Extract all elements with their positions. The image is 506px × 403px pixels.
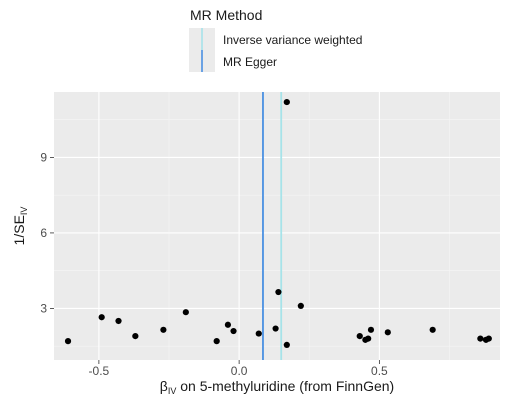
data-point [283,341,290,349]
data-point [297,302,304,309]
data-point [367,326,375,333]
data-point [384,329,391,336]
data-point [230,327,237,335]
data-point [132,332,139,340]
y-axis-label: 1/SEIV [11,207,29,246]
data-point [477,335,484,342]
grid-minor [54,92,500,360]
x-axis-label-beta: β [160,378,168,394]
y-tick-label: 6 [40,226,47,240]
grid-major [54,92,500,360]
data-point [160,326,167,333]
plot-panel [54,92,500,360]
data-point [272,325,279,332]
data-point [64,338,72,345]
legend-label-ivw: Inverse variance weighted [223,33,362,47]
data-point [182,309,189,316]
x-axis-label-rest: on 5-methyluridine (from FinnGen) [176,378,394,394]
y-axis-ticks: 3 6 9 [40,150,54,315]
data-point [98,314,105,321]
data-point [365,335,372,342]
data-point [224,321,232,328]
x-tick-label: 0.0 [231,364,248,378]
data-point [275,288,282,296]
x-tick-label: -0.5 [89,364,110,378]
x-axis-ticks: -0.5 0.0 0.5 [89,360,388,378]
x-axis-label-sub: IV [168,386,177,396]
legend-title: MR Method [190,7,262,23]
data-point [115,317,122,325]
y-tick-label: 3 [40,301,47,315]
y-axis-label-main: 1/SE [11,215,27,245]
x-tick-label: 0.5 [371,364,388,378]
legend-label-mr-egger: MR Egger [223,55,277,69]
y-axis-label-sub: IV [19,207,29,216]
legend: MR Method Inverse variance weighted MR E… [189,7,362,72]
data-point [356,332,363,340]
x-axis-label: βIV on 5-methyluridine (from FinnGen) [160,378,394,396]
data-point [213,338,220,345]
data-points [64,98,492,349]
data-point [283,98,290,106]
reference-lines [262,92,283,360]
data-point [485,335,492,342]
data-point [429,326,436,333]
y-tick-label: 9 [40,150,47,164]
data-point [255,330,262,337]
